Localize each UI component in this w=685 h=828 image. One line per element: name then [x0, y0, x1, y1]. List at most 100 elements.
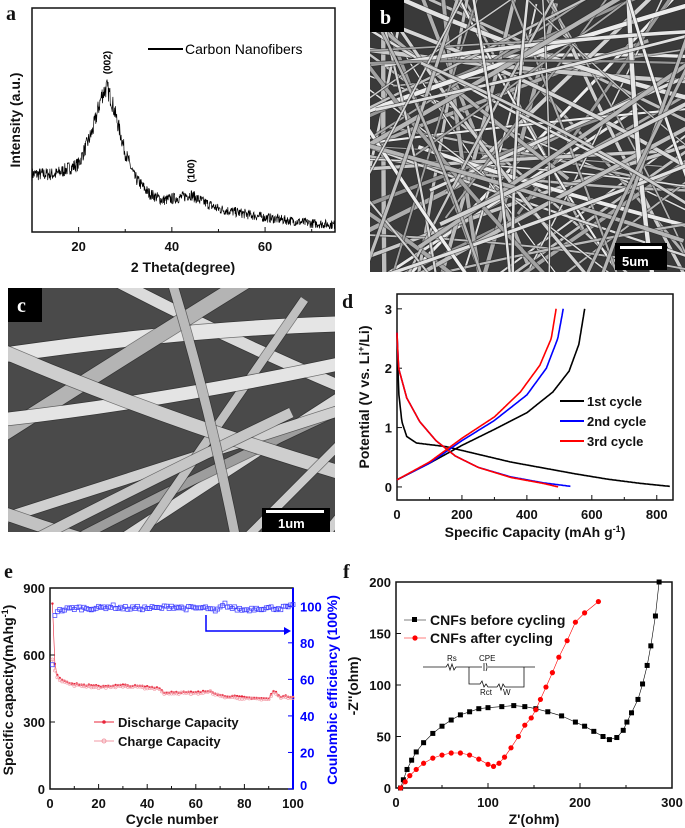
impedance-point — [644, 662, 650, 668]
charge-point — [152, 687, 157, 691]
impedance-point — [549, 670, 556, 676]
efficiency-point — [232, 604, 238, 610]
efficiency-point — [139, 607, 145, 613]
cycling-chart: 0 20 40 60 80 100 0 300 600 900 0 20 40 60 80 100 — [23, 581, 321, 811]
y-tick-label: 300 — [23, 715, 45, 730]
impedance-point — [467, 709, 473, 715]
x-tick-label: 60 — [189, 796, 203, 811]
efficiency-point — [115, 605, 121, 611]
impedance-point — [448, 750, 454, 756]
nanofiber — [376, 0, 437, 272]
efficiency-point — [208, 606, 213, 612]
efficiency-point — [198, 605, 204, 611]
panel-label-c: c — [17, 295, 26, 317]
nanofiber — [370, 0, 621, 147]
y-tick-label: 100 — [369, 678, 391, 693]
x-tick-label: 0 — [46, 796, 53, 811]
impedance-point — [582, 723, 588, 729]
efficiency-point — [108, 604, 114, 610]
impedance-point — [421, 760, 427, 766]
peak-label: (100) — [186, 159, 197, 182]
x-tick-label: 60 — [258, 239, 272, 254]
sem-image-b: b 5um — [370, 0, 685, 272]
impedance-point — [413, 766, 419, 773]
efficiency-point — [130, 604, 135, 610]
efficiency-point — [176, 605, 182, 611]
efficiency-point — [246, 608, 252, 614]
impedance-point — [404, 766, 410, 772]
impedance-point — [629, 710, 635, 716]
circuit-label-rs: Rs — [447, 654, 457, 663]
charge-point — [162, 692, 167, 696]
nanofiber — [407, 0, 555, 272]
axis-arrow — [205, 615, 284, 632]
nanofiber — [370, 0, 463, 175]
impedance-point — [402, 779, 408, 785]
efficiency-point — [191, 604, 196, 610]
efficiency-point — [84, 606, 89, 611]
curve-charge — [396, 308, 564, 481]
peak-label: (002) — [103, 51, 114, 74]
efficiency-point — [64, 605, 70, 611]
xrd-x-axis-label: 2 Theta(degree) — [131, 259, 235, 275]
impedance-point — [499, 704, 505, 710]
y-tick-label: 200 — [369, 575, 391, 590]
circuit-label-cpe: CPE — [479, 654, 495, 663]
plot-frame — [31, 7, 336, 233]
efficiency-point — [74, 605, 80, 610]
e-legend: Discharge Capacity Charge Capacity — [94, 615, 291, 749]
impedance-point — [528, 715, 534, 721]
x-tick-label: 80 — [237, 796, 251, 811]
panel-label-f: f — [343, 561, 350, 583]
nanofiber — [8, 358, 335, 426]
nanofiber — [370, 0, 586, 109]
efficiency-point — [98, 605, 104, 610]
efficiency-point — [110, 602, 116, 608]
impedance-point — [439, 723, 445, 729]
impedance-point — [582, 610, 588, 616]
impedance-point — [409, 757, 415, 763]
xrd-y-axis-label: Intensity (a.u.) — [7, 73, 23, 168]
efficiency-point — [266, 605, 272, 610]
nanofiber — [381, 0, 387, 272]
panel-label-b: b — [380, 7, 391, 29]
efficiency-point — [290, 602, 296, 607]
circuit-label-w: W — [503, 688, 511, 697]
nanofiber — [8, 288, 249, 440]
efficiency-point — [280, 603, 286, 609]
nanofiber — [453, 0, 685, 257]
legend-label: 3rd cycle — [587, 434, 643, 449]
x-tick-label: 20 — [71, 239, 85, 254]
x-tick-label: 0 — [392, 795, 399, 810]
nanofiber — [8, 316, 335, 363]
impedance-line — [400, 601, 599, 789]
impedance-point — [624, 719, 630, 725]
impedance-point — [413, 749, 419, 755]
nanofiber — [409, 0, 631, 160]
nanofiber — [388, 22, 685, 168]
nanofiber — [370, 200, 429, 272]
nanofiber — [510, 0, 618, 272]
legend-label: CNFs before cycling — [430, 612, 565, 628]
efficiency-point — [50, 662, 55, 668]
nanofiber — [375, 34, 685, 111]
efficiency-point — [91, 606, 97, 612]
charge-discharge-chart: 0 200 400 600 800 0 1 2 3 — [385, 293, 674, 522]
x-tick-label: 20 — [91, 796, 105, 811]
efficiency-point — [200, 605, 206, 610]
y2-tick-label: 100 — [300, 599, 322, 614]
impedance-point — [537, 696, 544, 703]
x-tick-label: 100 — [282, 796, 304, 811]
nanofiber — [542, 0, 551, 272]
impedance-point — [407, 773, 413, 779]
impedance-point — [457, 712, 463, 718]
efficiency-point — [217, 604, 223, 610]
equivalent-circuit-inset: Rs CPE Rct W — [423, 654, 535, 697]
nanofiber — [428, 0, 685, 122]
nanofiber — [601, 37, 685, 272]
efficiency-point — [122, 604, 128, 609]
nanofiber — [420, 61, 685, 205]
impedance-point — [522, 704, 528, 710]
nanofiber — [472, 0, 511, 272]
